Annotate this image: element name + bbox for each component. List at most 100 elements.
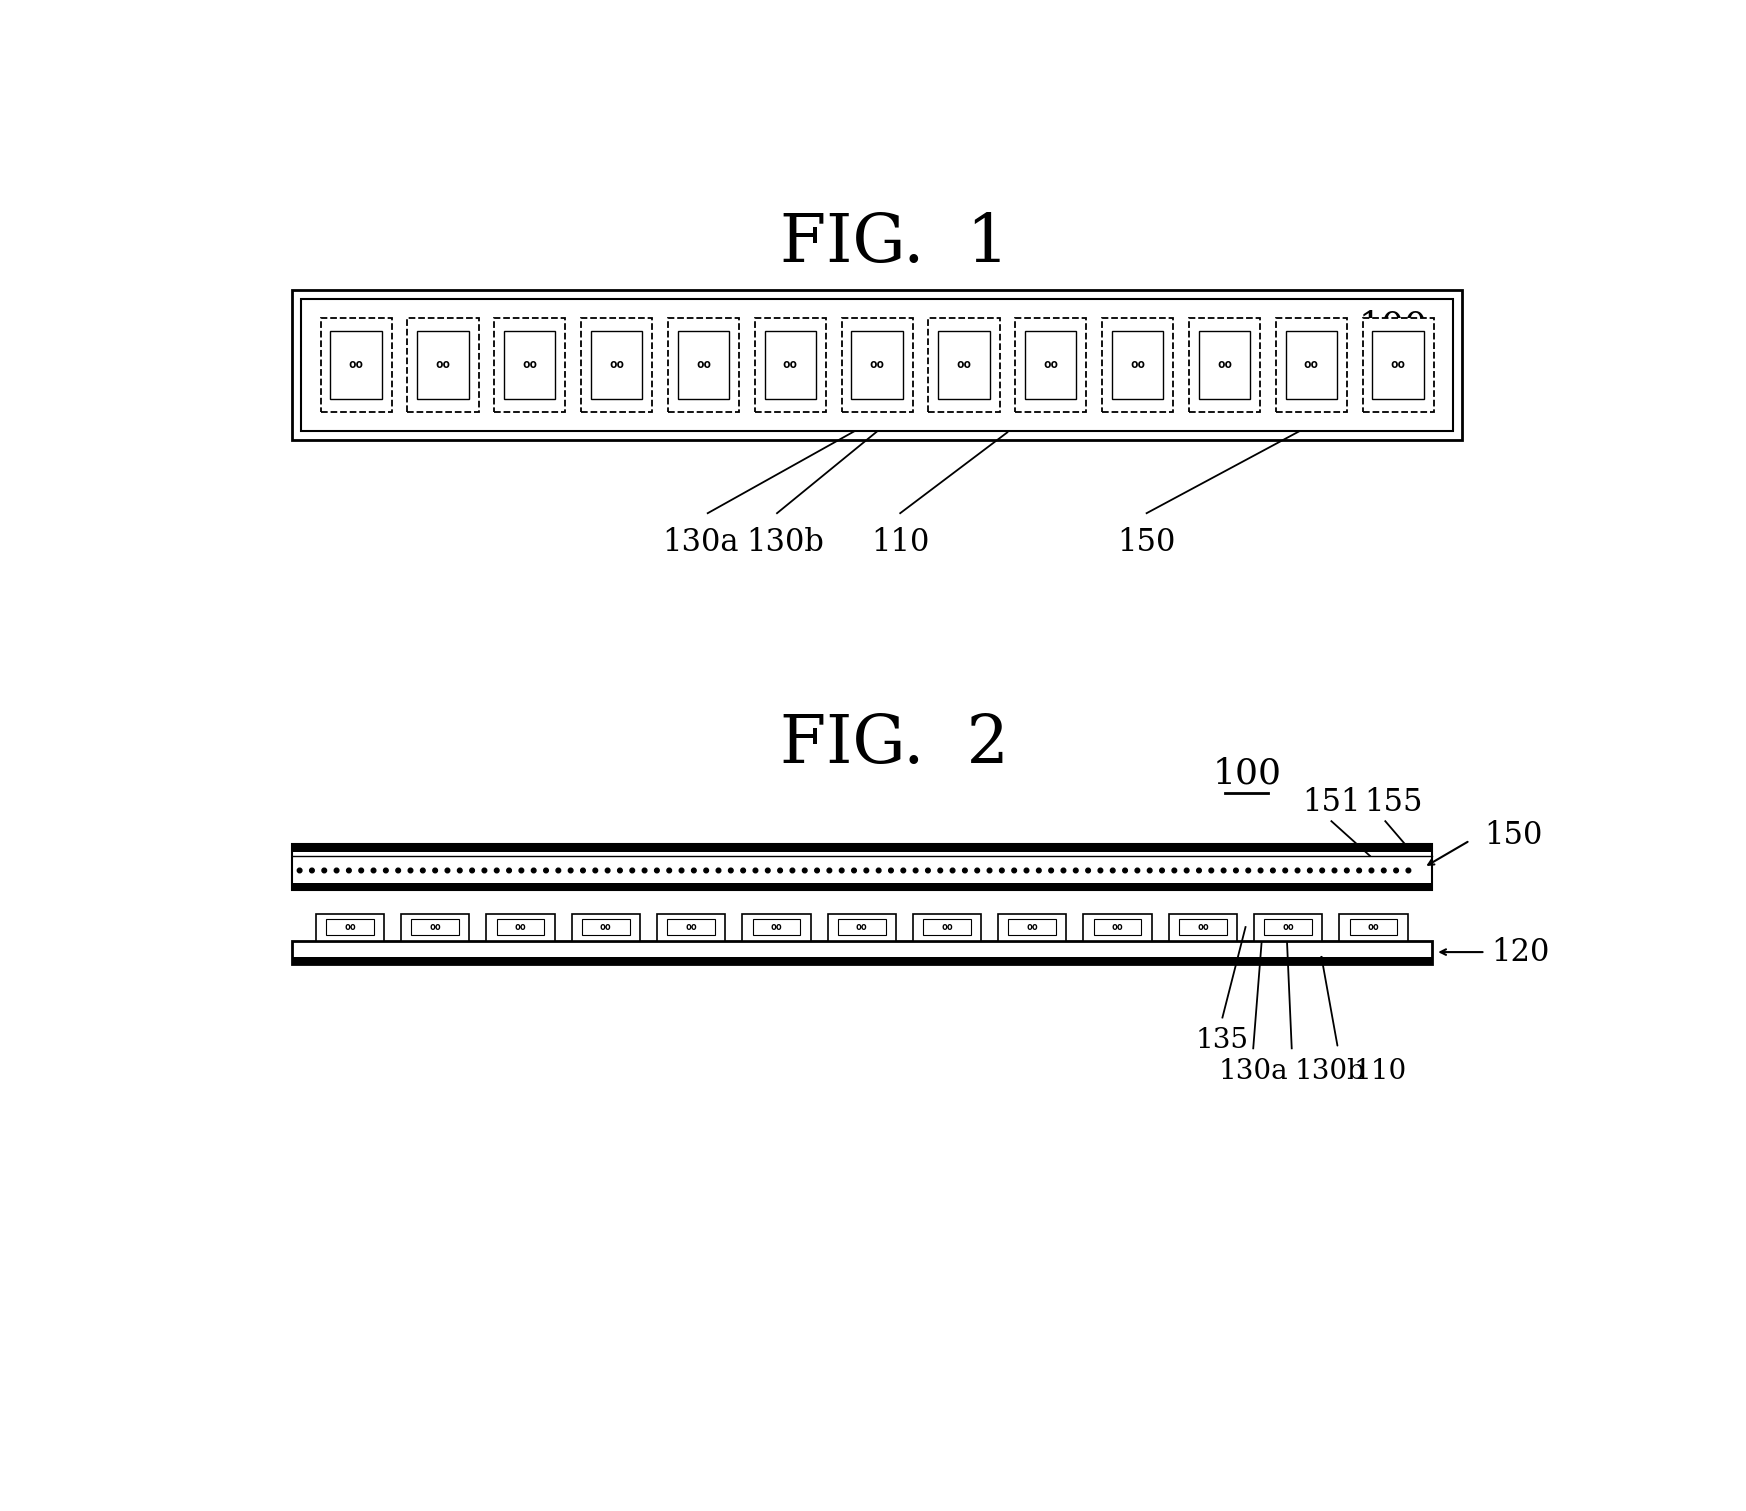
Circle shape <box>1296 869 1299 873</box>
Text: oo: oo <box>1390 358 1406 372</box>
Text: 135: 135 <box>1196 1027 1248 1053</box>
Bar <box>1339 914 1407 940</box>
Bar <box>494 317 566 413</box>
Bar <box>321 317 391 413</box>
Text: oo: oo <box>1027 922 1039 932</box>
Circle shape <box>630 869 634 873</box>
Text: oo: oo <box>782 358 798 372</box>
Text: oo: oo <box>1367 922 1379 932</box>
Bar <box>753 919 800 935</box>
Circle shape <box>506 869 512 873</box>
Circle shape <box>1259 869 1262 873</box>
Text: 155: 155 <box>1364 787 1423 817</box>
Bar <box>913 914 981 940</box>
Circle shape <box>409 869 412 873</box>
Text: 110: 110 <box>871 527 929 558</box>
Circle shape <box>791 869 794 873</box>
Text: oo: oo <box>957 358 971 372</box>
Circle shape <box>531 869 536 873</box>
Text: 120: 120 <box>1491 937 1550 967</box>
Circle shape <box>1184 869 1189 873</box>
Bar <box>402 914 470 940</box>
Circle shape <box>360 869 363 873</box>
Circle shape <box>1110 869 1116 873</box>
Bar <box>842 317 913 413</box>
Bar <box>1084 914 1152 940</box>
Text: 130a: 130a <box>1219 1058 1289 1085</box>
Bar <box>1200 331 1250 399</box>
Circle shape <box>1159 869 1165 873</box>
Circle shape <box>962 869 967 873</box>
Bar <box>571 914 641 940</box>
Circle shape <box>594 869 597 873</box>
Bar <box>292 845 1432 852</box>
Circle shape <box>716 869 721 873</box>
Circle shape <box>297 869 302 873</box>
Circle shape <box>421 869 424 873</box>
Text: 150: 150 <box>1117 527 1175 558</box>
Circle shape <box>1369 869 1374 873</box>
Circle shape <box>643 869 646 873</box>
Circle shape <box>1013 869 1016 873</box>
Circle shape <box>840 869 843 873</box>
Text: oo: oo <box>1217 358 1233 372</box>
Bar <box>292 290 1463 440</box>
Bar <box>1093 919 1142 935</box>
Bar <box>838 919 885 935</box>
Bar <box>1168 914 1236 940</box>
Bar <box>496 919 545 935</box>
Bar <box>1009 919 1056 935</box>
Bar <box>412 919 459 935</box>
Circle shape <box>1220 869 1226 873</box>
Text: 100: 100 <box>1212 757 1282 790</box>
Circle shape <box>1406 869 1411 873</box>
Circle shape <box>889 869 894 873</box>
Bar <box>828 914 896 940</box>
Circle shape <box>555 869 560 873</box>
Bar <box>669 317 739 413</box>
Circle shape <box>765 869 770 873</box>
Text: FIG.  1: FIG. 1 <box>780 212 1009 277</box>
Bar <box>667 919 716 935</box>
Circle shape <box>519 869 524 873</box>
Circle shape <box>828 869 831 873</box>
Circle shape <box>372 869 375 873</box>
Circle shape <box>740 869 746 873</box>
Bar <box>765 331 815 399</box>
Circle shape <box>543 869 548 873</box>
Circle shape <box>1234 869 1238 873</box>
Circle shape <box>618 869 622 873</box>
Text: 130a: 130a <box>662 527 739 558</box>
Bar <box>677 331 730 399</box>
Circle shape <box>1357 869 1362 873</box>
Text: oo: oo <box>601 922 611 932</box>
Circle shape <box>569 869 573 873</box>
Circle shape <box>852 869 856 873</box>
Bar <box>590 331 643 399</box>
Circle shape <box>321 869 327 873</box>
Text: oo: oo <box>697 358 711 372</box>
Circle shape <box>396 869 400 873</box>
Text: oo: oo <box>609 358 623 372</box>
Bar <box>929 317 999 413</box>
Text: 100: 100 <box>1358 310 1428 345</box>
Circle shape <box>901 869 906 873</box>
Text: oo: oo <box>1130 358 1145 372</box>
Circle shape <box>815 869 819 873</box>
Circle shape <box>1086 869 1091 873</box>
Circle shape <box>1393 869 1399 873</box>
Circle shape <box>1344 869 1350 873</box>
Bar <box>852 331 903 399</box>
Text: oo: oo <box>1282 922 1294 932</box>
Circle shape <box>1271 869 1275 873</box>
Text: oo: oo <box>344 922 356 932</box>
Circle shape <box>606 869 609 873</box>
Text: oo: oo <box>435 358 450 372</box>
Circle shape <box>753 869 758 873</box>
Bar <box>938 331 990 399</box>
Circle shape <box>1172 869 1177 873</box>
Circle shape <box>384 869 388 873</box>
Circle shape <box>777 869 782 873</box>
Text: oo: oo <box>870 358 885 372</box>
Circle shape <box>950 869 955 873</box>
